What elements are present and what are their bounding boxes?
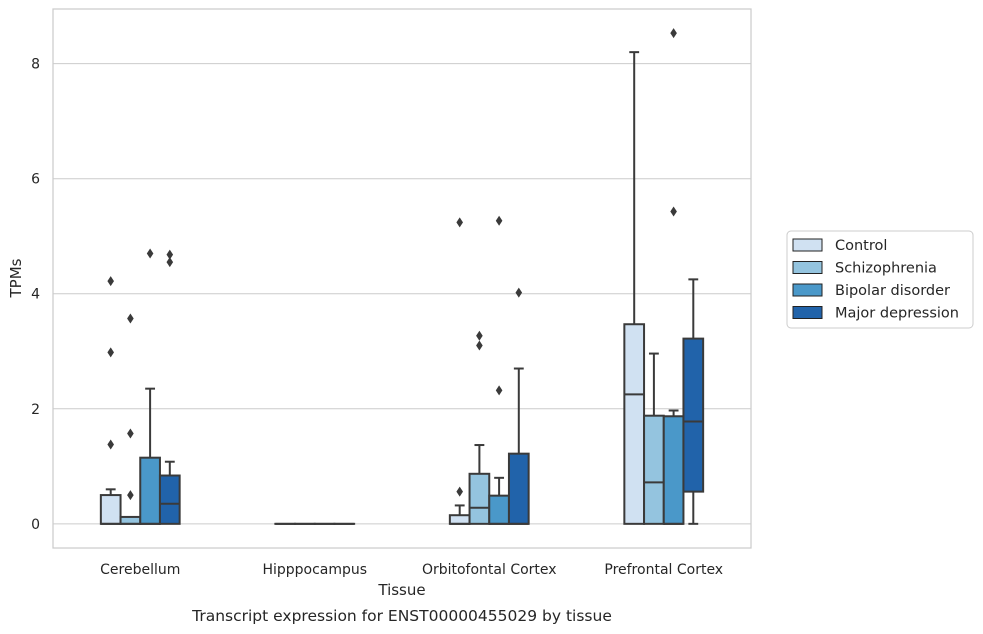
outlier-marker [107, 276, 114, 287]
outlier-marker [476, 340, 483, 351]
box [488, 494, 510, 525]
y-tick-label: 4 [31, 287, 40, 303]
box [468, 472, 491, 525]
box [99, 494, 122, 525]
outlier-marker [670, 206, 677, 217]
legend-label: Major depression [835, 306, 959, 322]
y-tick-label: 8 [31, 57, 40, 73]
box-group [643, 352, 665, 525]
box [119, 515, 142, 525]
legend-frame [786, 230, 974, 329]
outlier-marker [456, 217, 463, 228]
outlier-marker [476, 330, 483, 341]
y-tick-label: 6 [31, 172, 40, 188]
box-group [99, 276, 122, 525]
box [662, 415, 685, 525]
x-tick-label: Prefrontal Cortex [604, 562, 723, 578]
legend-swatch [792, 283, 823, 297]
box-group [507, 287, 530, 525]
legend-swatch [792, 306, 823, 319]
box-group [662, 28, 685, 525]
box-group [468, 330, 491, 525]
legend: Control Schizophrenia Bipolar disorder Majo… [786, 230, 974, 329]
box-group [139, 248, 161, 525]
y-tick-label: 0 [31, 517, 40, 533]
outlier-marker [515, 287, 523, 298]
y-tick-labels: 0 2 4 6 8 [31, 57, 40, 533]
outlier-marker [127, 490, 134, 501]
outlier-marker [166, 257, 174, 268]
box-group [682, 278, 705, 525]
x-tick-labels: Cerebellum Hipppocampus Orbitofontal Corte… [100, 562, 723, 578]
outlier-marker [495, 215, 503, 226]
box-group [158, 249, 181, 525]
legend-label: Schizophrenia [835, 261, 937, 277]
legend-label: Control [835, 238, 887, 254]
outlier-marker [107, 439, 114, 450]
x-tick-label: Hipppocampus [262, 562, 367, 578]
outlier-marker [670, 28, 677, 39]
legend-label: Bipolar disorder [835, 283, 950, 299]
outlier-marker [146, 248, 154, 259]
box-group [119, 313, 142, 525]
outlier-marker [107, 347, 114, 358]
box [448, 514, 471, 525]
x-tick-label: Orbitofontal Cortex [422, 562, 557, 578]
outlier-marker [127, 428, 134, 439]
box [139, 456, 161, 525]
x-tick-label: Cerebellum [100, 562, 180, 578]
outlier-marker [495, 385, 503, 396]
outlier-marker [456, 486, 463, 497]
box [682, 337, 705, 493]
legend-swatch [792, 261, 823, 274]
box [158, 474, 181, 525]
box [507, 452, 530, 525]
box-group [623, 51, 646, 525]
box-group [488, 215, 510, 525]
chart-caption: Transcript expression for ENST0000045502… [191, 607, 612, 625]
box [643, 414, 665, 525]
y-tick-label: 2 [31, 402, 40, 418]
x-axis-label: Tissue [377, 581, 425, 599]
legend-swatch [792, 238, 823, 252]
box-group [448, 217, 471, 525]
outlier-marker [127, 313, 134, 324]
plot-frame [52, 8, 752, 549]
box [623, 323, 646, 525]
outlier-marker [166, 249, 174, 260]
box-plots [99, 28, 705, 525]
y-axis-label: TPMs [7, 258, 25, 298]
